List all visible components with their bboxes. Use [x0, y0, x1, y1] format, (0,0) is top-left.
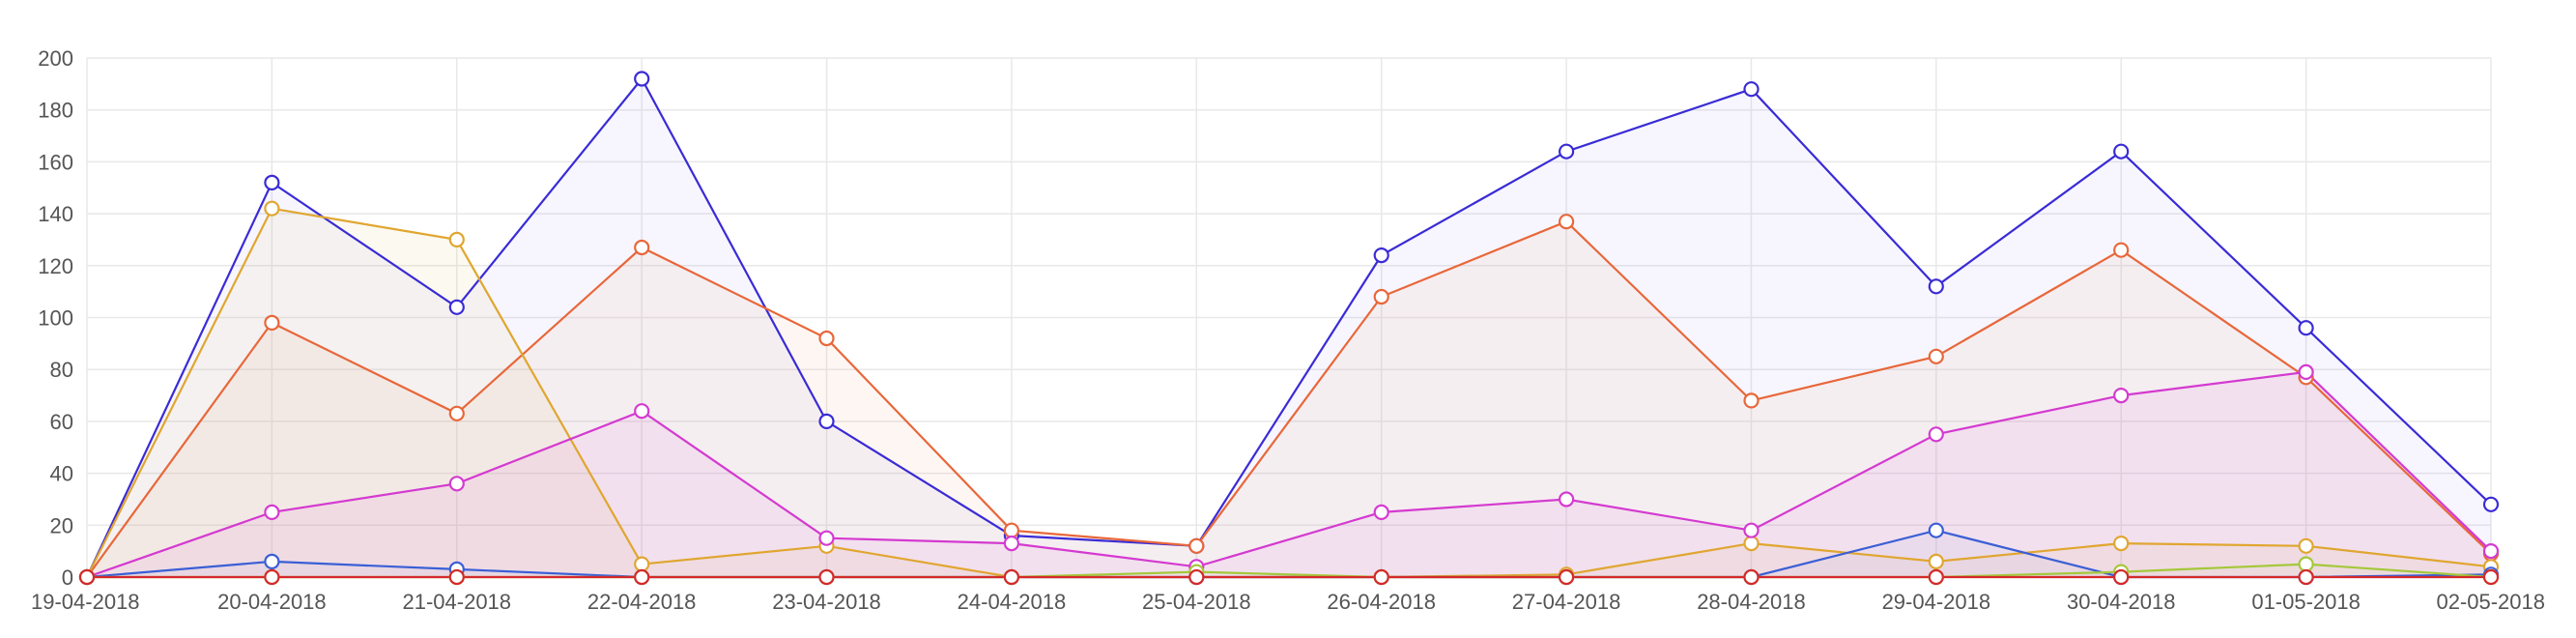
data-point[interactable] — [448, 299, 465, 315]
x-tick-label: 19-04-2018 — [31, 590, 140, 614]
data-point[interactable] — [1743, 535, 1760, 552]
y-tick-label: 80 — [50, 358, 73, 382]
data-point[interactable] — [2482, 542, 2500, 560]
y-tick-label: 100 — [38, 306, 73, 331]
series-lines — [86, 76, 2492, 579]
data-point[interactable] — [448, 405, 465, 421]
series-line — [86, 76, 2492, 578]
x-tick-label: 30-04-2018 — [2067, 590, 2176, 614]
data-point[interactable] — [264, 200, 280, 217]
data-point[interactable] — [1928, 278, 1944, 295]
x-tick-label: 02-05-2018 — [2436, 590, 2545, 614]
data-point[interactable] — [2113, 568, 2130, 586]
data-point[interactable] — [264, 553, 280, 570]
data-point[interactable] — [2113, 143, 2130, 160]
data-point[interactable] — [1743, 81, 1760, 98]
x-tick-label: 26-04-2018 — [1327, 590, 1436, 614]
data-point[interactable] — [1743, 568, 1760, 586]
data-point[interactable] — [634, 403, 650, 420]
data-point[interactable] — [818, 330, 835, 347]
data-point[interactable] — [2113, 388, 2130, 404]
data-point[interactable] — [1743, 522, 1760, 538]
series-line — [86, 370, 2492, 579]
data-point[interactable] — [634, 556, 650, 572]
x-tick-label: 21-04-2018 — [402, 590, 511, 614]
series-fills — [87, 78, 2491, 577]
tick-labels: 0 20 40 60 80 100 120 140 160 180 200 19-04-2018 20-… — [31, 46, 2545, 614]
series-area — [87, 208, 2491, 577]
data-point[interactable] — [818, 413, 835, 429]
x-tick-label: 27-04-2018 — [1512, 590, 1621, 614]
data-point[interactable] — [634, 239, 650, 256]
data-point[interactable] — [78, 568, 96, 586]
data-point[interactable] — [818, 530, 835, 546]
y-tick-label: 120 — [38, 254, 73, 278]
data-point[interactable] — [2482, 496, 2500, 512]
data-point[interactable] — [2298, 556, 2314, 572]
x-tick-label: 23-04-2018 — [772, 590, 881, 614]
data-point[interactable] — [1928, 553, 1944, 570]
data-point[interactable] — [264, 314, 280, 331]
y-tick-label: 60 — [50, 410, 73, 434]
data-point[interactable] — [1928, 426, 1944, 443]
x-tick-label: 20-04-2018 — [217, 590, 327, 614]
data-point[interactable] — [1373, 247, 1389, 264]
data-point[interactable] — [634, 71, 650, 87]
data-point[interactable] — [448, 476, 465, 492]
data-point[interactable] — [1743, 392, 1760, 409]
data-point[interactable] — [1373, 568, 1389, 586]
y-tick-label: 180 — [38, 99, 73, 123]
data-point[interactable] — [264, 568, 280, 586]
series-points — [78, 71, 2500, 586]
y-tick-label: 20 — [50, 513, 73, 537]
data-point[interactable] — [1928, 522, 1944, 538]
series-area — [87, 78, 2491, 577]
x-tick-label: 22-04-2018 — [587, 590, 697, 614]
y-tick-label: 40 — [50, 462, 73, 486]
x-tick-label: 29-04-2018 — [1882, 590, 1991, 614]
x-tick-label: 01-05-2018 — [2251, 590, 2361, 614]
data-point[interactable] — [264, 504, 280, 521]
data-point[interactable] — [1928, 348, 1944, 364]
data-point[interactable] — [1928, 568, 1944, 586]
series-area — [87, 371, 2491, 577]
data-point[interactable] — [1003, 535, 1020, 552]
data-point[interactable] — [2482, 568, 2500, 586]
data-point[interactable] — [448, 568, 465, 586]
x-tick-label: 25-04-2018 — [1142, 590, 1251, 614]
data-point[interactable] — [2113, 535, 2130, 552]
data-point[interactable] — [818, 568, 835, 586]
data-point[interactable] — [2298, 537, 2314, 554]
data-point[interactable] — [1558, 214, 1575, 230]
data-point[interactable] — [634, 568, 650, 586]
series-line — [86, 219, 2492, 578]
y-tick-label: 140 — [38, 202, 73, 226]
data-point[interactable] — [1188, 568, 1205, 586]
data-point[interactable] — [2298, 363, 2314, 380]
data-point[interactable] — [1003, 568, 1020, 586]
data-point[interactable] — [1373, 504, 1389, 521]
x-tick-label: 24-04-2018 — [958, 590, 1067, 614]
x-tick-label: 28-04-2018 — [1697, 590, 1806, 614]
data-point[interactable] — [2113, 242, 2130, 258]
data-point[interactable] — [1003, 522, 1020, 538]
y-tick-label: 160 — [38, 150, 73, 174]
data-point[interactable] — [1188, 537, 1205, 554]
data-point[interactable] — [264, 174, 280, 190]
data-point[interactable] — [1558, 143, 1575, 160]
y-tick-label: 0 — [62, 566, 73, 590]
series-area — [87, 221, 2491, 577]
data-point[interactable] — [1373, 288, 1389, 305]
data-point[interactable] — [448, 231, 465, 247]
data-point[interactable] — [2298, 568, 2314, 586]
data-point[interactable] — [2298, 320, 2314, 336]
y-tick-label: 200 — [38, 46, 73, 71]
data-point[interactable] — [1558, 491, 1575, 508]
data-point[interactable] — [1558, 568, 1575, 586]
